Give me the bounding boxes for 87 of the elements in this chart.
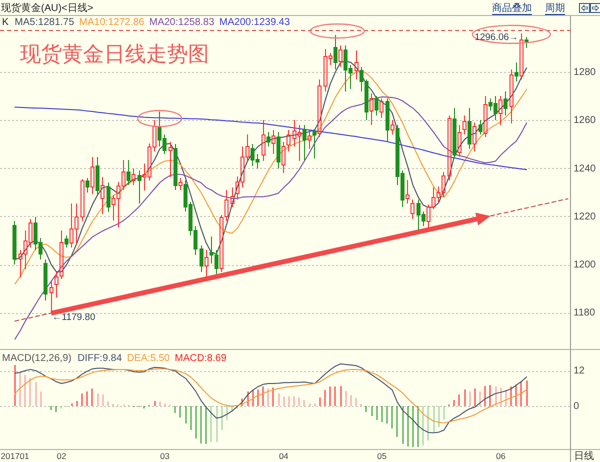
- x-tick-label: 02: [56, 451, 66, 461]
- candlestick: [385, 98, 390, 142]
- candlestick: [85, 177, 90, 193]
- candlestick: [457, 124, 462, 157]
- candlestick: [483, 96, 488, 138]
- text: K: [2, 16, 9, 28]
- candlestick: [49, 280, 54, 314]
- y-tick-label: 12: [574, 365, 586, 376]
- candlestick: [467, 108, 472, 150]
- candlestick: [12, 220, 17, 266]
- text: 日线: [574, 450, 594, 462]
- candlestick: [472, 122, 477, 152]
- candlestick: [230, 187, 235, 208]
- candlestick: [261, 120, 266, 162]
- text: 商品叠加: [492, 2, 532, 14]
- x-tick-label: 06: [496, 451, 506, 461]
- x-tick-label: 03: [160, 451, 170, 461]
- candlestick: [338, 45, 343, 68]
- annotation: 1296.06→: [474, 31, 518, 42]
- chart-title: MACD(12,26,9): [2, 352, 72, 364]
- y-tick-label: 0: [574, 400, 580, 412]
- candlestick: [354, 50, 359, 80]
- candlestick: [95, 156, 100, 196]
- y-tick-label: 1240: [574, 162, 596, 174]
- candlestick: [374, 96, 379, 116]
- candlestick: [478, 120, 483, 136]
- candlestick: [131, 168, 136, 186]
- candlestick: [173, 144, 178, 190]
- text: MA20:1258.83: [149, 16, 215, 28]
- candlestick: [100, 176, 105, 214]
- candlestick: [137, 170, 142, 204]
- text: MA10:1272.86: [79, 16, 145, 28]
- candlestick: [333, 34, 338, 70]
- candlestick: [219, 214, 224, 272]
- candlestick: [302, 124, 307, 161]
- candlestick: [266, 132, 271, 148]
- candlestick: [519, 32, 524, 80]
- text: 现货黄金(AU)<日线>: [1, 2, 94, 14]
- candlestick: [204, 250, 209, 278]
- candlestick: [106, 182, 111, 213]
- candlestick: [64, 235, 69, 248]
- candlestick: [405, 180, 410, 204]
- text: 现货黄金日线走势图: [20, 42, 209, 66]
- y-tick-label: 1280: [574, 66, 596, 78]
- text: 周期: [545, 2, 565, 14]
- series-label: DEA:5.50: [126, 352, 170, 364]
- text: MA5:1281.75: [14, 16, 75, 28]
- candlestick: [514, 62, 519, 82]
- candlestick: [317, 78, 322, 138]
- candlestick: [281, 141, 286, 174]
- candlestick: [369, 93, 374, 126]
- y-tick-label: 1220: [574, 210, 596, 222]
- candlestick: [43, 259, 48, 302]
- candlestick: [126, 160, 131, 186]
- series-label: DIFF:9.84: [77, 352, 122, 364]
- text: MACD:8.69: [174, 352, 227, 364]
- candlestick: [452, 108, 457, 160]
- candlestick: [503, 90, 508, 116]
- candlestick: [178, 177, 183, 190]
- candlestick: [286, 129, 291, 152]
- candlestick: [199, 244, 204, 272]
- text: MA200:1239.43: [219, 16, 290, 28]
- candlestick: [462, 114, 467, 136]
- candlestick: [168, 141, 173, 178]
- candlestick: [276, 132, 281, 169]
- candlestick: [524, 36, 529, 48]
- candlestick: [509, 69, 514, 124]
- y-tick-label: 1200: [574, 259, 596, 270]
- candlestick: [54, 270, 59, 298]
- candlestick: [390, 120, 395, 136]
- x-tick-label: 05: [377, 451, 387, 461]
- annotation: ←1179.80: [52, 312, 96, 323]
- candlestick: [59, 230, 64, 280]
- candlestick: [312, 129, 317, 160]
- candlestick: [307, 129, 312, 150]
- candlestick: [410, 199, 415, 220]
- candlestick: [271, 129, 276, 154]
- candlestick: [498, 96, 503, 126]
- candlestick: [447, 114, 452, 181]
- x-tick-label: 04: [278, 451, 289, 461]
- candlestick: [379, 98, 384, 118]
- y-tick-label: 1180: [574, 307, 596, 318]
- candlestick: [90, 156, 95, 194]
- x-tick-label: 201701: [0, 451, 30, 461]
- y-tick-label: 1260: [574, 114, 596, 126]
- candlestick: [80, 178, 85, 222]
- candlestick: [224, 189, 229, 222]
